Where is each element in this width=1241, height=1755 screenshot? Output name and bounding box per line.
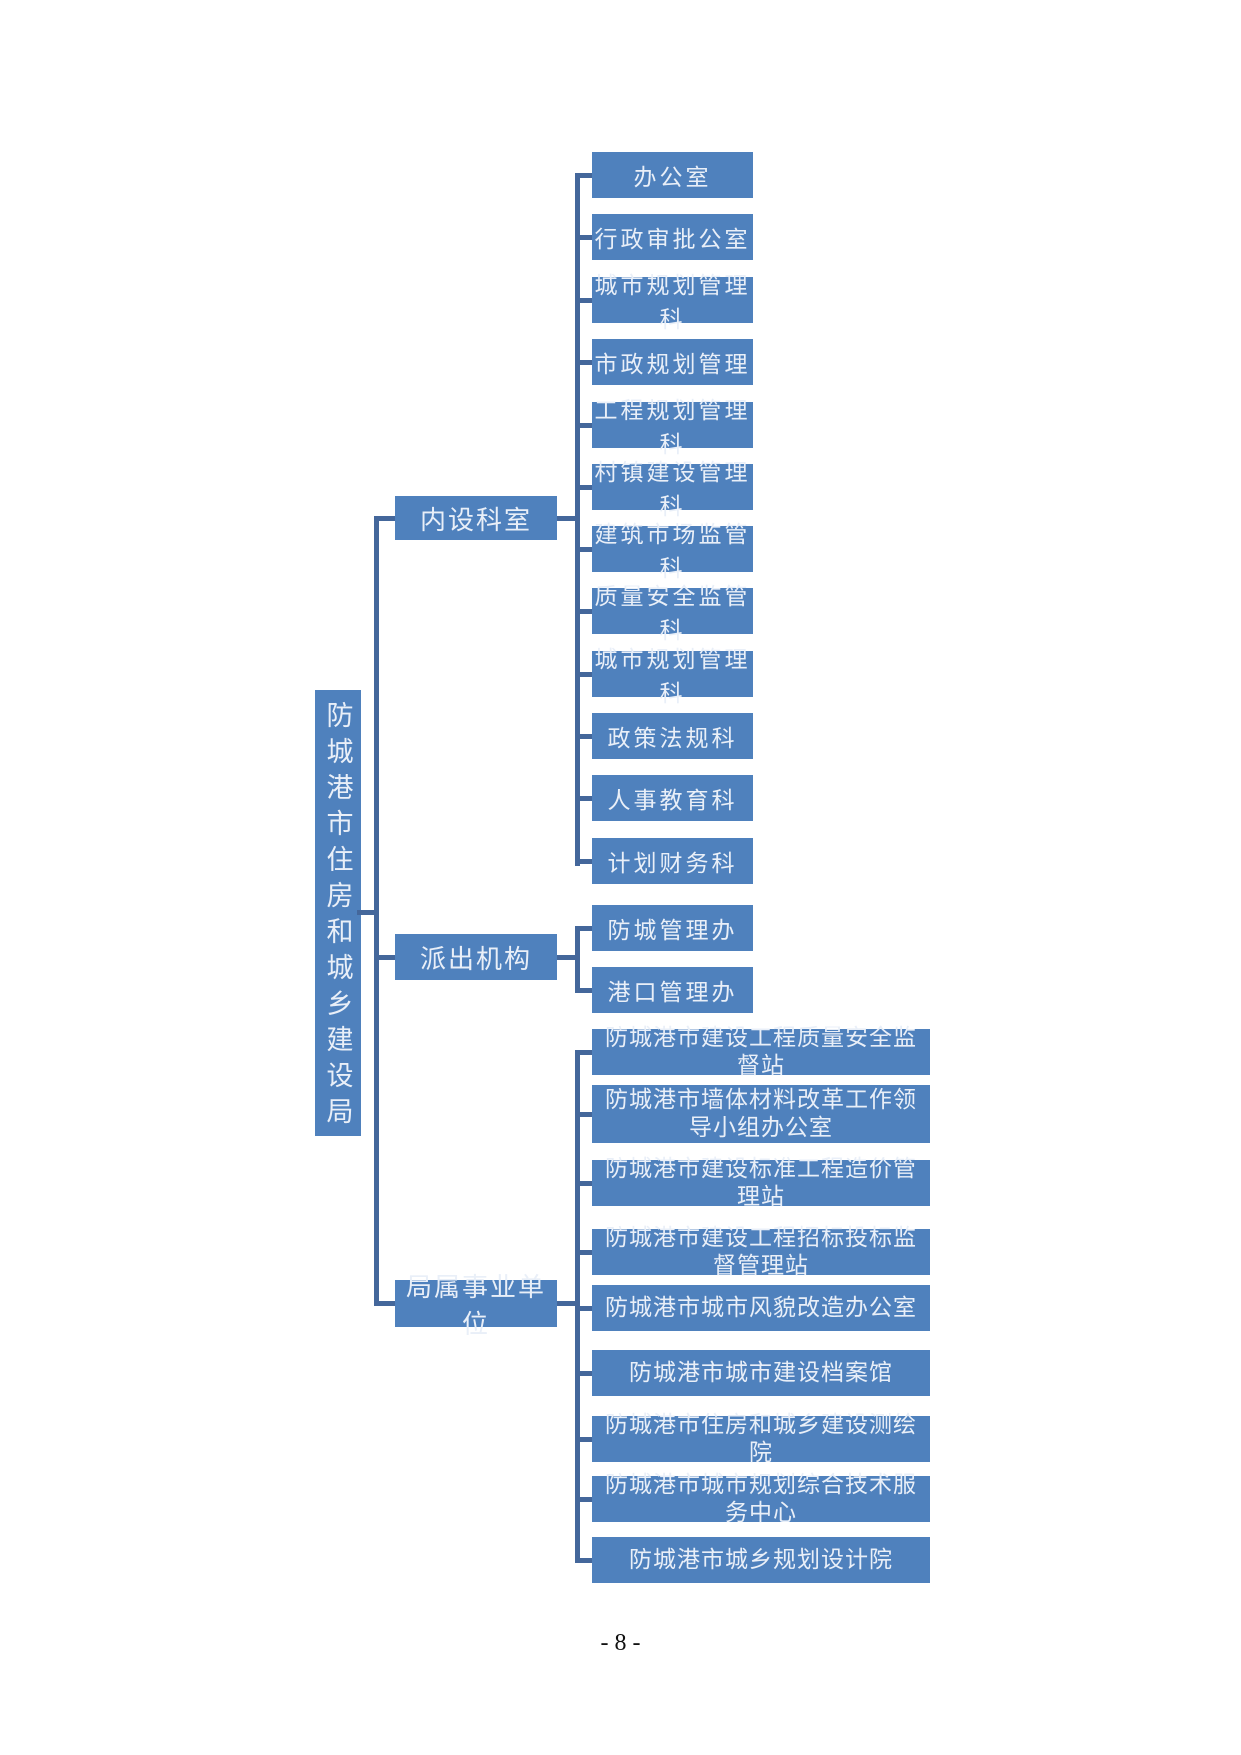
connector-child-tick <box>577 298 592 303</box>
connector-child-tick <box>577 1371 592 1376</box>
connector-branch2-trunk <box>575 926 580 993</box>
connector-branch3-left <box>374 1301 395 1306</box>
branch-dispatched-agencies-box: 派出机构 <box>395 934 557 980</box>
dept-box: 村镇建设管理科 <box>592 460 753 519</box>
connector-child-tick <box>577 1181 592 1186</box>
dept-box: 城市规划管理科 <box>592 647 753 706</box>
dept-box: 行政审批公室 <box>592 214 753 260</box>
branch-institutions-box: 局属事业单位 <box>395 1273 557 1339</box>
connector-branch1-trunk <box>575 173 580 866</box>
institution-box: 防城港市建设工程招标投标监督管理站 <box>592 1225 930 1278</box>
connector-child-tick <box>577 1250 592 1255</box>
dept-box: 计划财务科 <box>592 838 753 884</box>
connector-child-tick <box>577 1558 592 1563</box>
institution-box: 防城港市城市建设档案馆 <box>592 1350 930 1396</box>
connector-child-tick <box>577 423 592 428</box>
connector-child-tick <box>577 672 592 677</box>
institution-box: 防城港市住房和城乡建设测绘院 <box>592 1412 930 1465</box>
connector-child-tick <box>577 859 592 864</box>
dept-box: 政策法规科 <box>592 713 753 759</box>
connector-branch3-right <box>557 1301 575 1306</box>
institution-box: 防城港市建设工程质量安全监督站 <box>592 1025 930 1078</box>
connector-child-tick <box>577 1050 592 1055</box>
dept-box: 港口管理办 <box>592 967 753 1013</box>
institution-box: 防城港市墙体材料改革工作领导小组办公室 <box>592 1085 930 1143</box>
connector-child-tick <box>577 1112 592 1117</box>
connector-child-tick <box>577 1306 592 1311</box>
org-root-box: 防城港市住房和城乡建设局 <box>315 690 361 1136</box>
connector-main-trunk <box>374 516 379 1306</box>
connector-child-tick <box>577 609 592 614</box>
connector-child-tick <box>577 360 592 365</box>
dept-box: 质量安全监管科 <box>592 584 753 643</box>
dept-box: 建筑市场监管科 <box>592 522 753 581</box>
connector-branch1-right <box>557 516 575 521</box>
connector-child-tick <box>577 235 592 240</box>
connector-child-tick <box>577 1437 592 1442</box>
institution-box: 防城港市城市风貌改造办公室 <box>592 1285 930 1331</box>
branch-internal-depts-box: 内设科室 <box>395 496 557 540</box>
connector-child-tick <box>577 173 592 178</box>
connector-child-tick <box>577 485 592 490</box>
dept-box: 防城管理办 <box>592 905 753 951</box>
connector-root-tick <box>357 910 375 915</box>
dept-box: 人事教育科 <box>592 775 753 821</box>
connector-child-tick <box>577 988 592 993</box>
connector-branch2-right <box>557 955 575 960</box>
dept-box: 市政规划管理 <box>592 339 753 385</box>
institution-box: 防城港市城乡规划设计院 <box>592 1537 930 1583</box>
connector-child-tick <box>577 547 592 552</box>
connector-branch2-left <box>374 955 395 960</box>
dept-box: 城市规划管理科 <box>592 273 753 332</box>
institution-box: 防城港市建设标准工程造价管理站 <box>592 1156 930 1209</box>
dept-box: 办公室 <box>592 152 753 198</box>
connector-child-tick <box>577 1497 592 1502</box>
connector-child-tick <box>577 926 592 931</box>
page-number: - 8 - <box>600 1630 641 1656</box>
connector-branch1-left <box>374 516 395 521</box>
connector-child-tick <box>577 734 592 739</box>
dept-box: 工程规划管理科 <box>592 398 753 457</box>
connector-child-tick <box>577 796 592 801</box>
institution-box: 防城港市城市规划综合技术服务中心 <box>592 1472 930 1525</box>
